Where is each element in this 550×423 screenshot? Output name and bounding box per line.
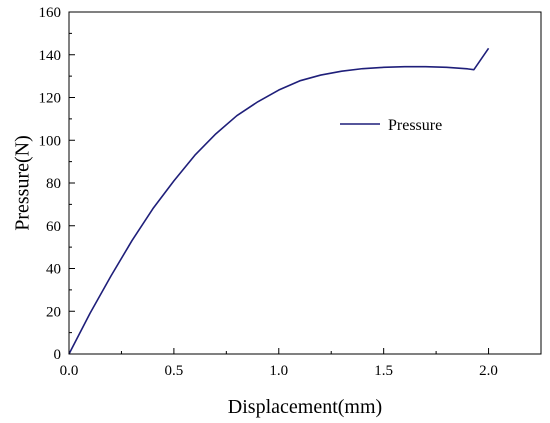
series-layer (68, 47, 490, 355)
x-tick-label: 2.0 (479, 363, 498, 379)
y-tick-label: 160 (39, 5, 62, 21)
y-tick-label: 40 (46, 262, 61, 278)
y-tick-label: 80 (46, 176, 61, 192)
y-tick-label: 0 (54, 347, 62, 363)
series-line-pressure (68, 47, 490, 355)
y-tick-label: 120 (39, 91, 62, 107)
legend: Pressure (340, 117, 442, 134)
y-tick-label: 60 (46, 219, 61, 235)
y-tick-label: 140 (39, 48, 62, 64)
x-tick-label: 1.5 (374, 363, 393, 379)
plot-frame (68, 11, 542, 355)
y-axis-title: Pressure(N) (12, 135, 34, 231)
x-axis-title: Displacement(mm) (228, 396, 382, 418)
legend-label-pressure: Pressure (388, 117, 442, 134)
x-tick-label: 0.5 (165, 363, 184, 379)
y-axis-ticks (69, 11, 75, 355)
y-tick-label: 20 (46, 304, 61, 320)
y-tick-label: 100 (39, 133, 62, 149)
x-tick-label: 1.0 (269, 363, 288, 379)
x-axis-tick-labels: 0.0 0.5 1.0 1.5 2.0 (60, 363, 498, 379)
x-axis-ticks (68, 348, 490, 354)
y-axis-tick-labels: 0 20 40 60 80 100 120 140 160 (39, 5, 62, 363)
x-tick-label: 0.0 (60, 363, 79, 379)
